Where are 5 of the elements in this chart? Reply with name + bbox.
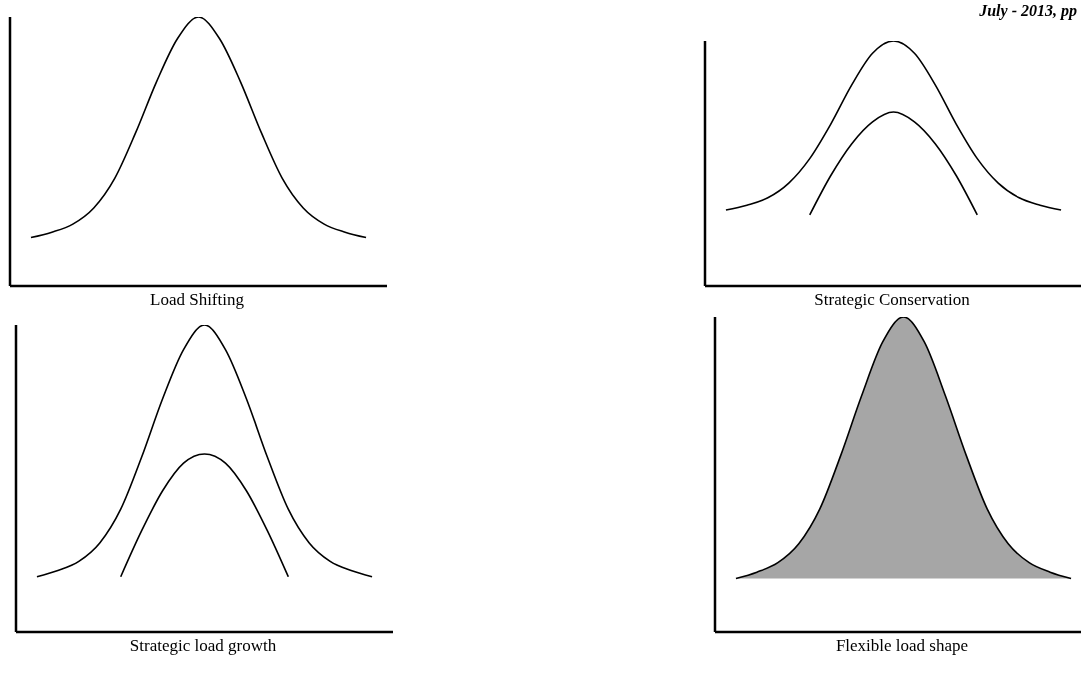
x-axis-title: Flexible load shape: [834, 636, 970, 656]
x-axis-title: Strategic load growth: [128, 636, 278, 656]
text: July - 2013, pp: [979, 2, 1077, 20]
x-axis-title: Strategic Conservation: [813, 290, 971, 310]
x-axis-title: Load Shifting: [149, 290, 245, 310]
